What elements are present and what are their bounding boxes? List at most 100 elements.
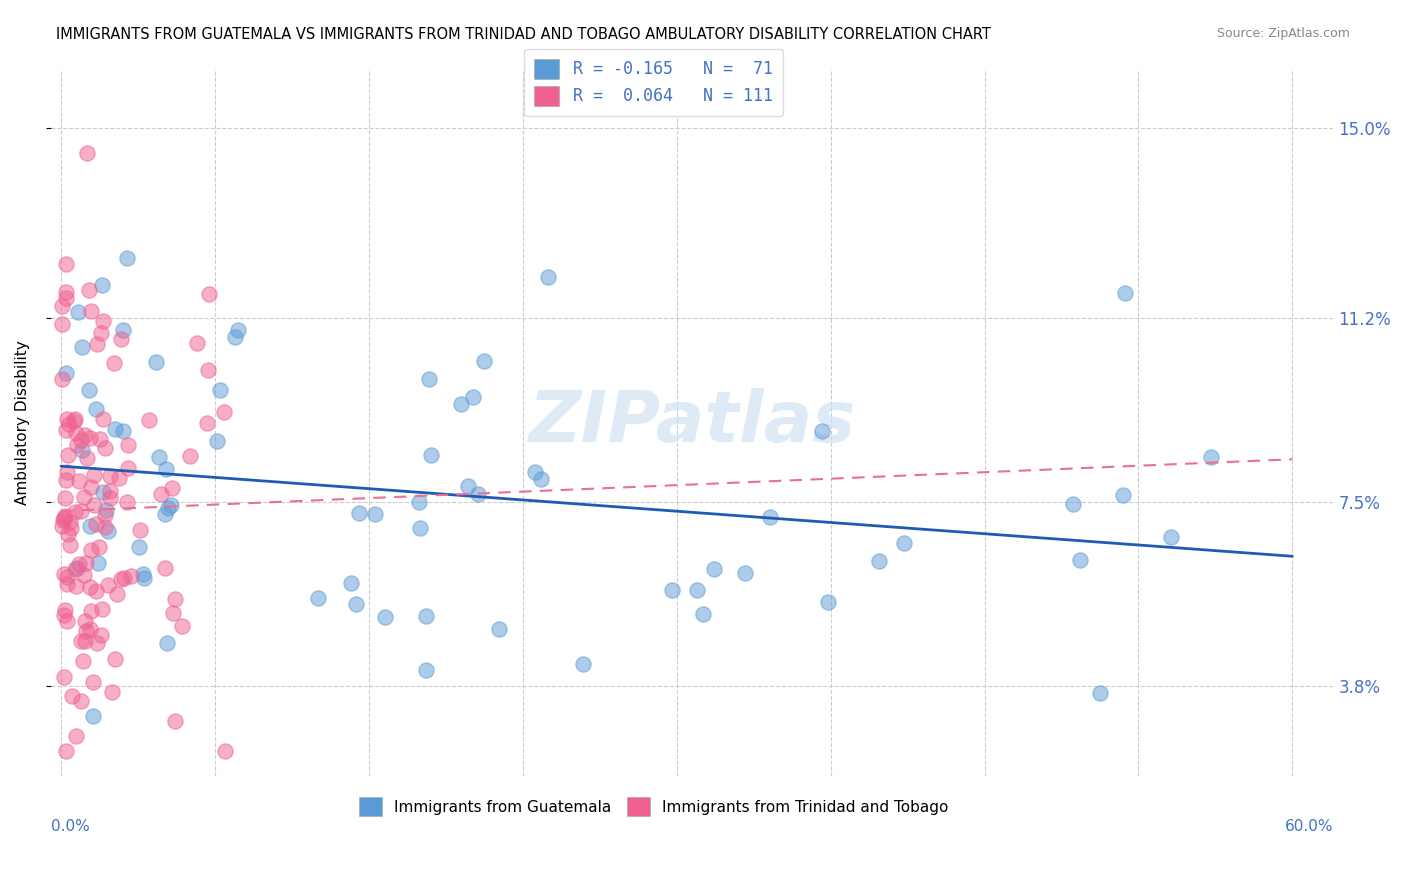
- Point: [115, 495, 138, 509]
- Point: [523, 466, 546, 480]
- Point: [224, 330, 246, 344]
- Point: [51, 519, 73, 533]
- Point: [105, 586, 128, 600]
- Point: [52, 608, 75, 623]
- Point: [488, 622, 510, 636]
- Point: [91, 412, 114, 426]
- Point: [73, 567, 96, 582]
- Point: [77, 284, 100, 298]
- Point: [110, 332, 132, 346]
- Point: [55, 744, 77, 758]
- Point: [226, 323, 249, 337]
- Point: [1062, 497, 1084, 511]
- Point: [55, 257, 77, 271]
- Point: [415, 663, 437, 677]
- Point: [112, 571, 135, 585]
- Point: [811, 424, 834, 438]
- Text: 60.0%: 60.0%: [1285, 819, 1333, 834]
- Point: [179, 449, 201, 463]
- Point: [197, 363, 219, 377]
- Point: [132, 566, 155, 581]
- Point: [1088, 686, 1111, 700]
- Point: [160, 499, 183, 513]
- Point: [94, 520, 117, 534]
- Point: [120, 569, 142, 583]
- Point: [53, 508, 76, 523]
- Legend: Immigrants from Guatemala, Immigrants from Trinidad and Tobago: Immigrants from Guatemala, Immigrants fr…: [350, 789, 957, 825]
- Point: [1069, 553, 1091, 567]
- Point: [58, 417, 80, 431]
- Point: [157, 501, 180, 516]
- Point: [893, 536, 915, 550]
- Point: [186, 335, 208, 350]
- Point: [87, 556, 110, 570]
- Point: [79, 519, 101, 533]
- Point: [89, 432, 111, 446]
- Point: [450, 397, 472, 411]
- Point: [759, 509, 782, 524]
- Text: ZIPatlas: ZIPatlas: [529, 388, 856, 457]
- Point: [734, 566, 756, 581]
- Point: [80, 604, 103, 618]
- Point: [340, 576, 363, 591]
- Point: [72, 443, 94, 458]
- Point: [91, 485, 114, 500]
- Point: [115, 251, 138, 265]
- Point: [79, 431, 101, 445]
- Point: [572, 657, 595, 671]
- Point: [98, 468, 121, 483]
- Point: [70, 633, 93, 648]
- Point: [307, 591, 329, 606]
- Point: [868, 554, 890, 568]
- Point: [79, 580, 101, 594]
- Point: [70, 694, 93, 708]
- Point: [56, 577, 79, 591]
- Point: [83, 468, 105, 483]
- Point: [63, 505, 86, 519]
- Point: [374, 610, 396, 624]
- Point: [155, 507, 177, 521]
- Point: [75, 556, 97, 570]
- Point: [101, 684, 124, 698]
- Point: [59, 538, 82, 552]
- Point: [52, 513, 75, 527]
- Point: [347, 506, 370, 520]
- Point: [82, 709, 104, 723]
- Point: [70, 504, 93, 518]
- Point: [138, 413, 160, 427]
- Point: [60, 689, 83, 703]
- Point: [91, 314, 114, 328]
- Point: [66, 561, 89, 575]
- Point: [55, 367, 77, 381]
- Point: [84, 516, 107, 531]
- Point: [80, 542, 103, 557]
- Text: Source: ZipAtlas.com: Source: ZipAtlas.com: [1216, 27, 1350, 40]
- Point: [418, 372, 440, 386]
- Point: [129, 523, 152, 537]
- Point: [1112, 488, 1135, 502]
- Point: [409, 521, 432, 535]
- Point: [65, 425, 87, 440]
- Point: [104, 652, 127, 666]
- Point: [51, 372, 73, 386]
- Point: [537, 269, 560, 284]
- Point: [686, 582, 709, 597]
- Text: 0.0%: 0.0%: [51, 819, 90, 834]
- Point: [58, 526, 80, 541]
- Point: [170, 619, 193, 633]
- Point: [112, 424, 135, 438]
- Point: [817, 595, 839, 609]
- Point: [72, 655, 94, 669]
- Point: [73, 614, 96, 628]
- Point: [1114, 285, 1136, 300]
- Point: [205, 434, 228, 449]
- Point: [73, 428, 96, 442]
- Point: [692, 607, 714, 621]
- Point: [56, 449, 79, 463]
- Text: IMMIGRANTS FROM GUATEMALA VS IMMIGRANTS FROM TRINIDAD AND TOBAGO AMBULATORY DISA: IMMIGRANTS FROM GUATEMALA VS IMMIGRANTS …: [56, 27, 991, 42]
- Point: [364, 507, 387, 521]
- Point: [86, 337, 108, 351]
- Point: [162, 607, 184, 621]
- Point: [163, 714, 186, 728]
- Point: [67, 557, 90, 571]
